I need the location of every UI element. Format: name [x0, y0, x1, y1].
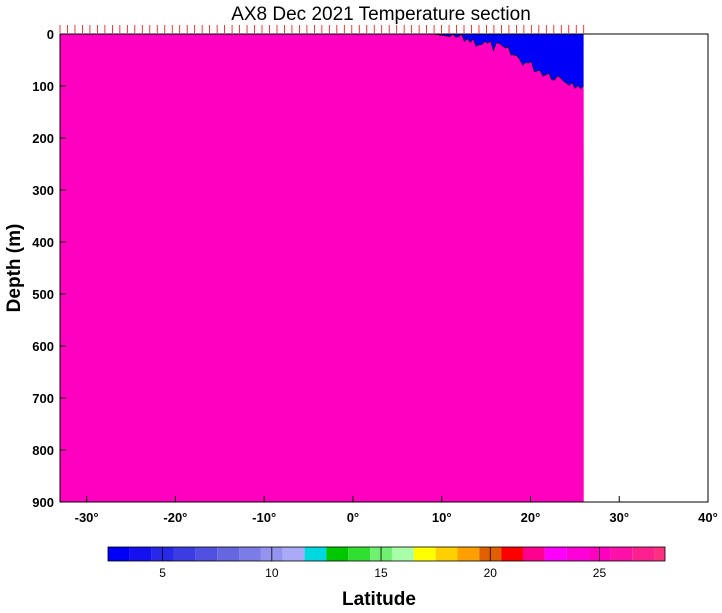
x-tick-label: -20°: [163, 510, 187, 525]
colorbar-swatch: [654, 547, 665, 561]
x-tick-label: 40°: [698, 510, 718, 525]
x-tick-label: -10°: [252, 510, 276, 525]
colorbar-tick-label: 10: [265, 566, 279, 580]
plot-area: [59, 25, 708, 503]
colorbar-swatch: [304, 547, 327, 561]
y-tick-label: 500: [32, 287, 54, 302]
colorbar-swatch: [326, 547, 349, 561]
y-tick-label: 200: [32, 131, 54, 146]
colorbar-swatch: [348, 547, 371, 561]
x-axis-label: Latitude: [342, 589, 416, 610]
colorbar-tick-label: 5: [159, 566, 166, 580]
y-tick-label: 400: [32, 235, 54, 250]
colorbar-swatch: [457, 547, 480, 561]
colorbar-tick-label: 15: [374, 566, 388, 580]
colorbar-swatch: [435, 547, 458, 561]
colorbar-swatch: [413, 547, 436, 561]
chart-title: AX8 Dec 2021 Temperature section: [231, 4, 531, 25]
y-tick-label: 0: [47, 27, 54, 42]
colorbar: 5 10 15 20 25: [107, 546, 666, 580]
colorbar-swatch: [217, 547, 240, 561]
x-axis: -30° -20° -10° 0° 10° 20° 30° 40°: [75, 496, 718, 525]
y-tick-label: 100: [32, 79, 54, 94]
colorbar-swatch: [610, 547, 633, 561]
x-tick-label: -30°: [75, 510, 99, 525]
y-tick-label: 600: [32, 339, 54, 354]
y-tick-label: 700: [32, 391, 54, 406]
colorbar-swatch: [195, 547, 218, 561]
x-tick-label: 30°: [609, 510, 629, 525]
isotherm-band-24: [60, 34, 584, 502]
colorbar-swatch: [239, 547, 261, 561]
y-axis: 0 100 200 300 400 500 600 700 800 900: [32, 27, 66, 510]
colorbar-swatch: [282, 547, 305, 561]
colorbar-swatch: [523, 547, 545, 561]
no-data-area: [583, 34, 708, 502]
x-tick-label: 20°: [521, 510, 541, 525]
x-tick-label: 10°: [432, 510, 452, 525]
colorbar-tick-label: 20: [484, 566, 498, 580]
colorbar-swatch: [501, 547, 524, 561]
colorbar-swatch: [632, 547, 655, 561]
colorbar-swatch: [129, 547, 152, 561]
y-tick-label: 300: [32, 183, 54, 198]
colorbar-swatch: [566, 547, 589, 561]
colorbar-swatch: [544, 547, 567, 561]
colorbar-swatch: [108, 547, 130, 561]
colorbar-swatch: [391, 547, 414, 561]
colorbar-swatch: [173, 547, 196, 561]
plot-border: [59, 33, 709, 503]
y-tick-label: 900: [32, 495, 54, 510]
colorbar-tick-label: 25: [593, 566, 607, 580]
plot-frame: [59, 33, 709, 503]
x-tick-label: 0°: [347, 510, 359, 525]
y-tick-label: 800: [32, 443, 54, 458]
y-axis-label: Depth (m): [4, 224, 25, 313]
colorbar-border: [107, 546, 666, 562]
